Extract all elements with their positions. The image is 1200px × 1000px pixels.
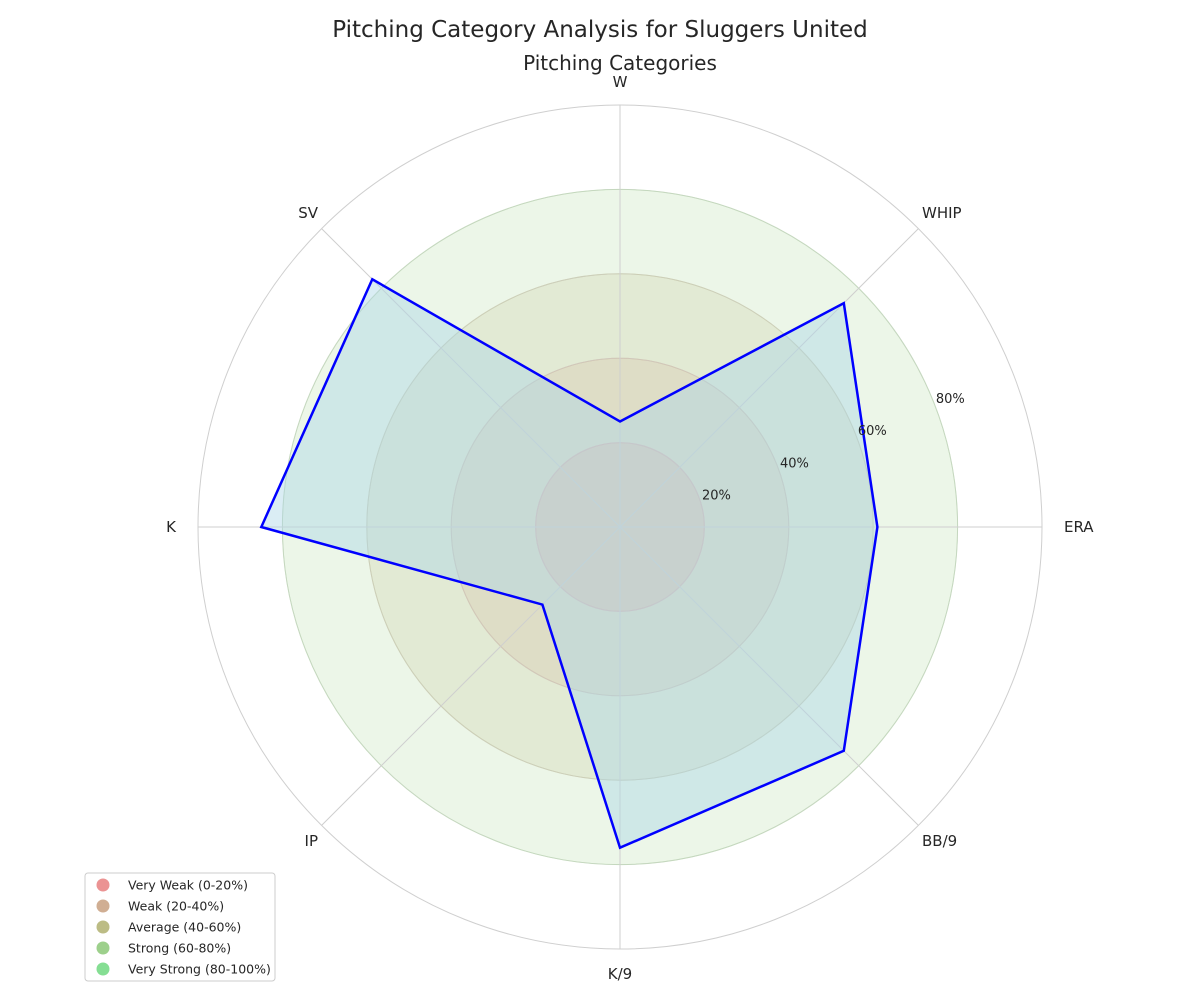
spoke-ip [321,526,621,826]
spoke-bb9 [619,526,919,826]
legend-item: Very Strong (80-100%) [96,962,271,977]
legend-marker [96,941,110,955]
tick-label-20: 20% [702,489,731,504]
legend-label: Strong (60-80%) [128,941,231,956]
spoke-whip [619,228,919,528]
legend: Very Weak (0-20%) Weak (20-40%) Average (4… [84,872,276,982]
category-label-w: W [613,73,628,91]
legend-marker [96,920,110,934]
legend-label: Average (40-60%) [128,920,241,935]
legend-frame [84,872,276,982]
legend-marker [96,899,110,913]
legend-marker [96,878,110,892]
series-area [261,279,878,848]
category-label-era: ERA [1064,518,1094,536]
tick-label-80: 80% [936,392,965,407]
tick-label-60: 60% [858,424,887,439]
legend-label: Very Weak (0-20%) [128,878,248,893]
category-label-whip: WHIP [922,204,962,222]
legend-item: Weak (20-40%) [96,899,224,914]
category-label-k: K [166,518,177,536]
series-line [259,277,879,850]
series-layer [259,277,879,850]
chart-subtitle: Pitching Categories [523,51,717,75]
spoke-sv [321,228,621,528]
legend-label: Weak (20-40%) [128,899,224,914]
legend-item: Very Weak (0-20%) [96,878,248,893]
radial-tick-labels: 20% 40% 60% 80% [702,392,965,504]
chart-title: Pitching Category Analysis for Sluggers … [332,17,868,43]
category-label-bb9: BB/9 [922,832,957,850]
legend-items: Very Weak (0-20%) Weak (20-40%) Average (4… [96,878,271,977]
category-labels: W WHIP ERA BB/9 K/9 IP K SV [166,73,1094,983]
category-label-ip: IP [305,832,318,850]
legend-item: Strong (60-80%) [96,941,231,956]
legend-label: Very Strong (80-100%) [128,962,271,977]
legend-item: Average (40-60%) [96,920,241,935]
tick-label-40: 40% [780,456,809,471]
radial-grid [197,104,1043,950]
category-label-sv: SV [298,204,319,222]
legend-marker [96,962,110,976]
category-label-k9: K/9 [608,965,632,983]
